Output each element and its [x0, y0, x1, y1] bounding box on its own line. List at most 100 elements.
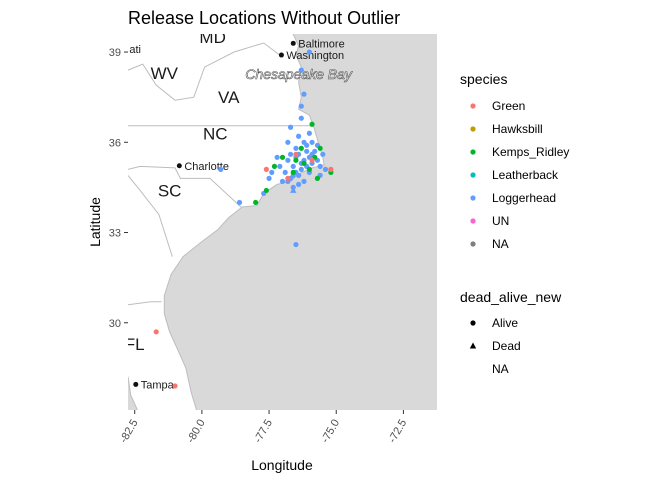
data-point: [296, 133, 302, 139]
data-point: [314, 175, 321, 181]
data-point: [309, 157, 315, 163]
data-point: [304, 148, 310, 154]
data-point: [236, 199, 243, 206]
data-point: [298, 166, 304, 172]
state-label: FL: [125, 335, 145, 354]
state-border: [128, 301, 162, 306]
data-point: [322, 166, 329, 172]
legend-label: NA: [492, 237, 509, 251]
legend-key: [470, 218, 476, 224]
state-borders: [128, 42, 313, 306]
data-point: [285, 139, 291, 145]
legend: species Green Hawksbill Kemps_Ridley Leathe…: [460, 71, 569, 376]
state-border: [128, 42, 281, 101]
data-point: [293, 157, 299, 163]
data-point: [263, 187, 269, 194]
city-marker: [176, 163, 182, 169]
city-label: Charlotte: [184, 161, 229, 173]
city-label: ati: [129, 44, 141, 56]
data-point: [309, 139, 315, 145]
state-label: WV: [151, 64, 179, 83]
data-point: [293, 241, 299, 248]
city-marker: [278, 52, 284, 58]
data-point: [290, 163, 296, 169]
legend-label: Loggerhead: [492, 191, 556, 205]
data-point: [306, 49, 312, 55]
state-border: [128, 165, 242, 208]
legend-title-status: dead_alive_new: [460, 289, 562, 305]
data-point: [309, 121, 315, 127]
x-tick-label: -80.0: [185, 417, 208, 445]
chart-title: Release Locations Without Outlier: [128, 8, 400, 28]
data-point: [301, 160, 307, 166]
data-point: [279, 178, 286, 184]
legend-label: UN: [492, 214, 509, 228]
data-point: [306, 166, 312, 172]
data-points: [153, 49, 334, 389]
city-marker: [133, 381, 139, 387]
legend-label: Green: [492, 99, 525, 113]
state-label: VA: [218, 88, 240, 107]
x-tick-label: -75.0: [319, 417, 342, 445]
legend-key: [470, 149, 476, 155]
data-point: [293, 151, 299, 157]
data-point: [317, 145, 323, 151]
x-tick-label: -72.5: [386, 417, 409, 445]
legend-key: [470, 320, 476, 326]
data-point: [172, 383, 178, 389]
city-label: Baltimore: [298, 38, 344, 50]
data-point: [269, 169, 275, 175]
data-point: [285, 157, 291, 163]
city-label: Tampa: [141, 379, 175, 391]
data-point: [218, 166, 224, 172]
y-axis-title: Latitude: [87, 197, 103, 247]
data-point: [153, 329, 159, 335]
data-point: [298, 67, 304, 73]
state-label: MD: [199, 28, 225, 47]
data-point: [287, 151, 294, 157]
legend-key: [470, 241, 476, 247]
data-point: [290, 169, 296, 175]
land: [128, 34, 325, 410]
x-tick-label: -77.5: [252, 417, 275, 445]
x-axis-title: Longitude: [251, 457, 313, 473]
data-point: [296, 172, 302, 178]
x-axis: -82.5 -80.0 -77.5 -75.0 -72.5: [118, 410, 409, 445]
legend-key: [470, 103, 476, 109]
data-point: [296, 181, 302, 187]
legend-label: Alive: [492, 316, 518, 330]
data-point: [317, 163, 323, 169]
legend-key: [470, 195, 476, 201]
data-point: [277, 163, 283, 169]
legend-label: Dead: [492, 339, 521, 353]
state-label: SC: [158, 181, 182, 200]
legend-key: [469, 342, 477, 349]
data-point: [266, 175, 272, 181]
y-tick-label: 36: [109, 137, 121, 149]
data-point: [304, 142, 310, 148]
data-point: [285, 175, 291, 181]
y-tick-label: 30: [109, 318, 121, 330]
legend-title-species: species: [460, 71, 507, 87]
legend-label: NA: [492, 362, 509, 376]
legend-key: [470, 172, 476, 178]
y-axis: 30 33 36 39: [109, 47, 128, 330]
data-point: [301, 178, 307, 184]
legend-key: [470, 126, 476, 132]
y-tick-label: 39: [109, 47, 121, 59]
data-point: [306, 130, 312, 136]
data-point: [253, 199, 259, 206]
data-point: [301, 91, 307, 97]
data-point: [298, 145, 304, 151]
city-label: Washington: [286, 50, 344, 62]
data-point: [290, 186, 297, 193]
data-point: [274, 154, 280, 160]
data-point: [279, 154, 286, 160]
data-point: [298, 115, 304, 121]
x-tick-label: -82.5: [118, 417, 141, 445]
state-label: NC: [203, 124, 228, 143]
data-point: [263, 166, 269, 172]
